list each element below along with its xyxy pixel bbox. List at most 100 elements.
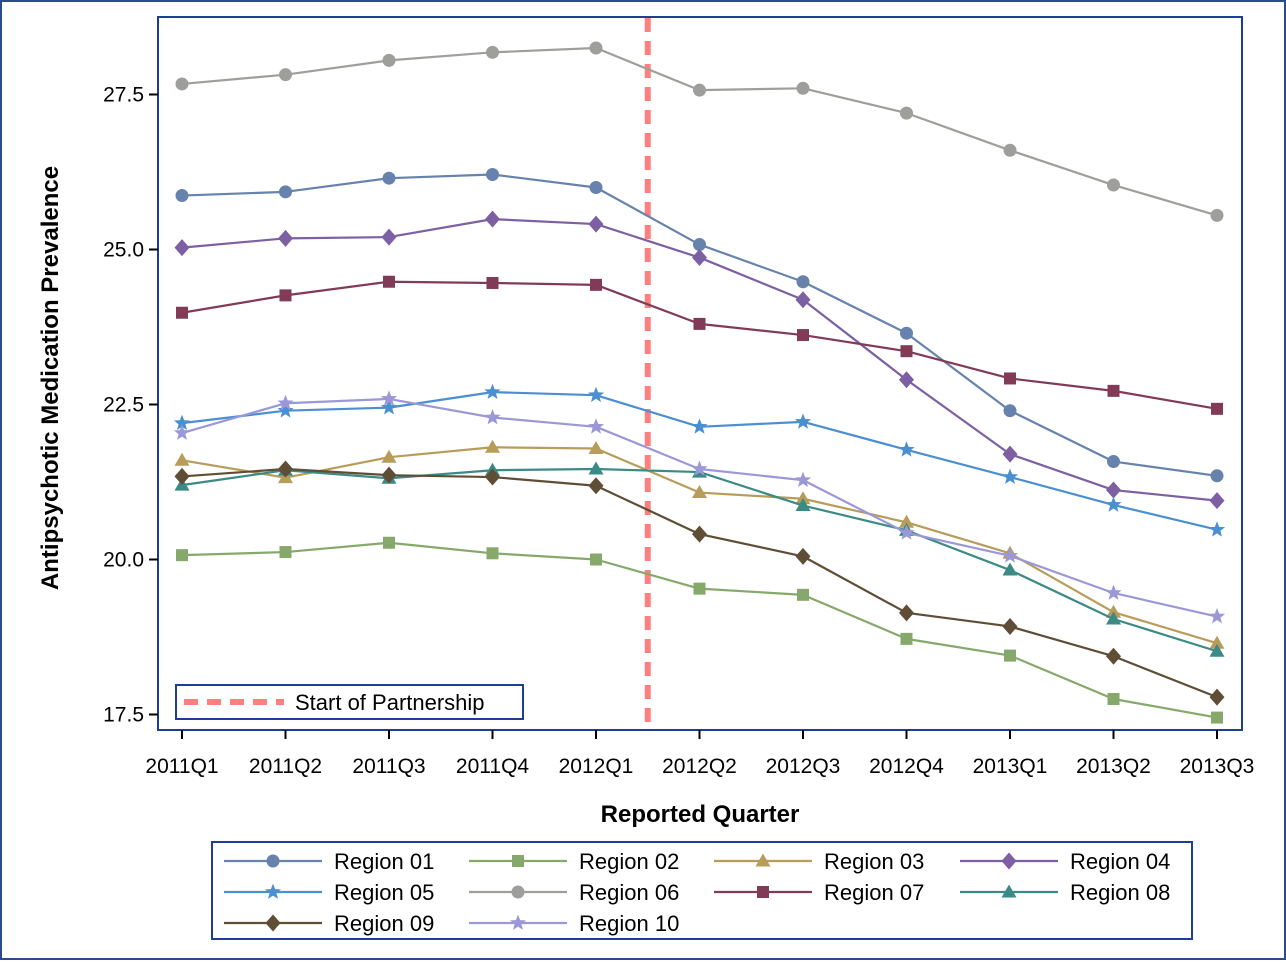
legend-label: Region 05 — [334, 880, 434, 905]
data-point — [797, 329, 809, 342]
data-point — [484, 409, 501, 425]
x-axis-title: Reported Quarter — [601, 801, 800, 828]
data-point — [1105, 496, 1122, 512]
data-point — [381, 449, 397, 463]
data-point — [176, 306, 188, 319]
data-point — [589, 41, 603, 55]
data-point — [1211, 711, 1223, 724]
series-region-9 — [174, 460, 1225, 706]
data-point — [588, 441, 604, 455]
data-point — [277, 402, 294, 418]
y-tick-label: 27.5 — [103, 84, 144, 107]
data-point — [900, 345, 913, 358]
data-point — [692, 249, 707, 267]
data-point — [279, 68, 292, 82]
data-point — [381, 228, 397, 246]
data-point — [1004, 649, 1016, 662]
series-region-7 — [176, 275, 1223, 415]
legend-label: Region 01 — [334, 849, 434, 874]
legend-label: Region 08 — [1070, 880, 1170, 905]
legend-swatch-marker — [511, 885, 525, 899]
data-point — [1002, 445, 1018, 463]
legend-swatch-marker — [755, 853, 771, 867]
data-point — [1211, 402, 1223, 415]
data-point — [1001, 547, 1019, 563]
data-point — [1208, 608, 1226, 624]
data-point — [693, 238, 706, 252]
data-point — [1210, 208, 1224, 222]
series-region-1 — [175, 167, 1224, 483]
series-region-10 — [173, 390, 1226, 624]
data-point — [693, 83, 706, 97]
data-point — [382, 171, 396, 185]
data-point — [484, 383, 501, 399]
legend-swatch-marker — [265, 914, 281, 932]
data-point — [486, 547, 499, 560]
data-point — [899, 514, 914, 528]
legend-label: Region 04 — [1070, 849, 1170, 874]
data-point — [383, 275, 395, 288]
x-tick-label: 2011Q3 — [352, 755, 425, 778]
data-point — [175, 77, 189, 91]
data-point — [899, 371, 914, 389]
data-point — [1106, 647, 1121, 665]
legend-label: Region 03 — [824, 849, 924, 874]
x-tick-label: 2011Q4 — [456, 755, 529, 778]
data-point — [485, 439, 500, 453]
legend-swatch-marker — [264, 883, 282, 899]
legend-swatch-marker — [1001, 852, 1017, 870]
data-point — [1209, 688, 1225, 706]
series-region-3 — [174, 439, 1225, 649]
data-point — [174, 467, 190, 485]
legend-item: Region 08 — [960, 880, 1170, 905]
legend-item: Region 09 — [224, 911, 434, 936]
legend-item: Region 02 — [469, 849, 679, 874]
legend-item: Region 05 — [224, 880, 434, 905]
data-point — [1003, 404, 1017, 418]
data-point — [692, 525, 707, 543]
data-point — [899, 604, 914, 622]
series-region-5 — [173, 383, 1226, 537]
data-point — [486, 276, 499, 289]
data-point — [900, 106, 913, 120]
data-point — [1209, 635, 1225, 649]
data-point — [1208, 521, 1226, 537]
data-point — [590, 278, 602, 291]
reference-legend: Start of Partnership — [175, 684, 524, 720]
series-region-2 — [176, 536, 1223, 724]
y-axis-title: Antipsychotic Medication Prevalence — [37, 166, 64, 590]
data-point — [795, 491, 811, 505]
series-legend: Region 01 Region 02 Region 03 Region 04 Regi… — [211, 841, 1193, 940]
legend-label: Region 10 — [579, 911, 679, 936]
data-point — [796, 81, 810, 95]
plot-area — [157, 16, 1243, 731]
data-point — [693, 582, 706, 595]
data-point — [1004, 372, 1016, 385]
data-point — [588, 477, 604, 495]
y-tick-label: 25.0 — [103, 239, 144, 262]
data-point — [589, 181, 603, 194]
data-point — [795, 498, 811, 512]
legend-swatch-marker — [512, 855, 524, 867]
data-point — [382, 53, 396, 67]
data-point — [1106, 481, 1121, 499]
legend-item: Region 06 — [469, 880, 679, 905]
data-point — [173, 414, 191, 430]
data-point — [486, 167, 499, 181]
x-tick-label: 2012Q3 — [766, 755, 841, 778]
data-point — [900, 632, 913, 645]
data-point — [794, 471, 812, 488]
legend-label: Region 06 — [579, 880, 679, 905]
data-point — [279, 289, 292, 302]
data-point — [590, 553, 602, 566]
legend-item: Region 07 — [714, 880, 924, 905]
data-point — [795, 291, 811, 309]
data-point — [1105, 584, 1122, 600]
data-point — [588, 461, 604, 475]
data-point — [173, 424, 191, 440]
data-point — [587, 418, 605, 434]
legend-item: Region 01 — [224, 849, 434, 874]
data-point — [693, 317, 706, 330]
data-point — [691, 460, 708, 476]
